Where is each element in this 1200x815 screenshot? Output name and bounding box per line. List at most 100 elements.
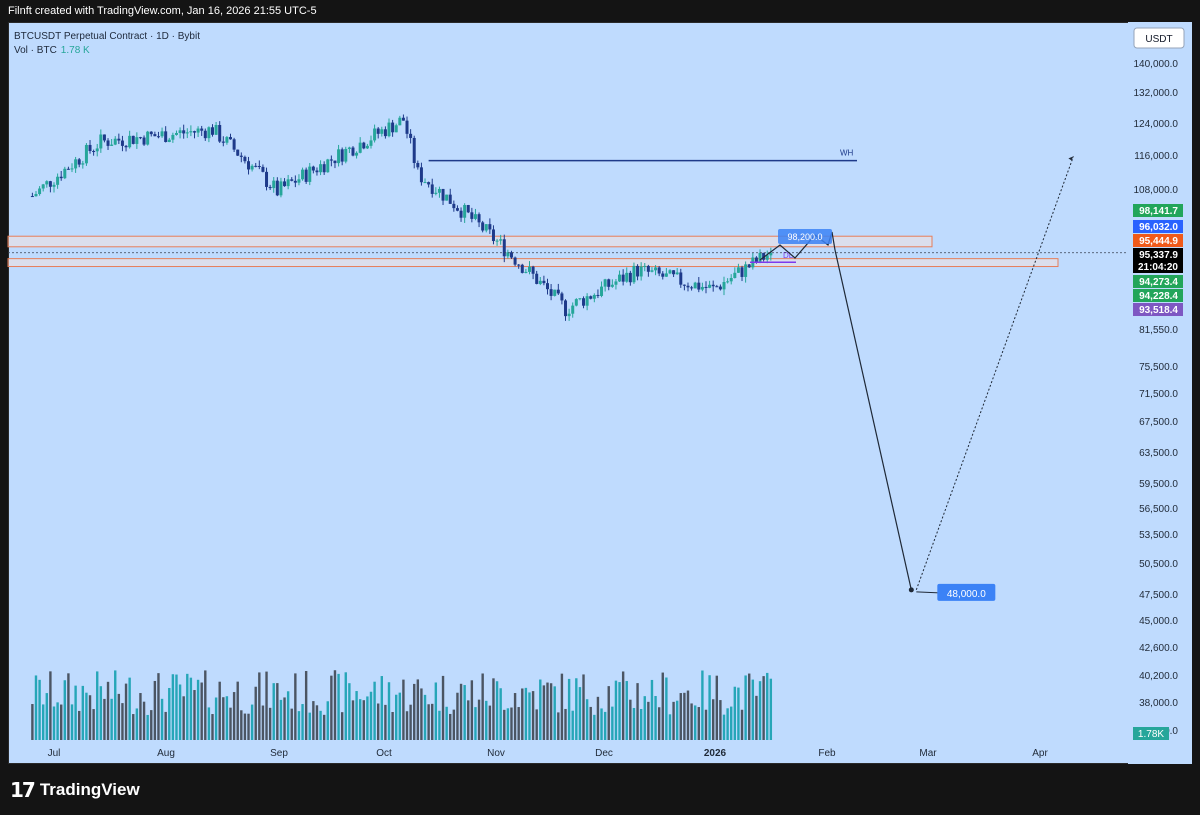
candle-body xyxy=(239,155,243,157)
candle-body xyxy=(128,135,132,148)
volume-bar xyxy=(78,710,81,740)
volume-bar xyxy=(456,692,459,740)
volume-bar xyxy=(351,700,355,740)
candle-body xyxy=(657,267,661,274)
projection-arrowhead xyxy=(1068,156,1074,161)
volume-bar xyxy=(337,673,340,740)
volume-legend-value: 1.78 K xyxy=(60,45,90,56)
volume-bar xyxy=(272,683,275,740)
candle-body xyxy=(203,130,207,139)
candle-body xyxy=(632,265,636,283)
volume-bar xyxy=(413,683,416,740)
candle-body xyxy=(171,134,175,140)
volume-bar xyxy=(333,670,337,740)
volume-bar xyxy=(683,692,686,740)
candle-body xyxy=(488,224,492,230)
candle-body xyxy=(369,140,373,146)
volume-bar xyxy=(402,679,405,740)
volume-bar xyxy=(449,713,452,740)
volume-bar xyxy=(575,678,578,740)
candle-body xyxy=(229,137,233,140)
volume-bar xyxy=(225,696,229,740)
candle-body xyxy=(333,160,337,164)
volume-bar xyxy=(380,676,383,740)
volume-bar xyxy=(312,701,315,740)
candle-body xyxy=(542,280,546,284)
volume-bar xyxy=(70,704,74,740)
volume-bar xyxy=(276,683,279,740)
volume-bar xyxy=(175,674,178,740)
candle-body xyxy=(455,208,459,211)
candle-body xyxy=(531,266,535,274)
volume-legend: Vol · BTC 1.78 K xyxy=(14,44,200,58)
candle-body xyxy=(509,252,513,258)
candle-body xyxy=(380,129,384,134)
volume-bar xyxy=(510,707,513,740)
candle-body xyxy=(265,171,269,187)
candle-body xyxy=(178,130,182,134)
volume-bar xyxy=(585,699,589,740)
candle-body xyxy=(329,159,333,161)
projection-recovery-line xyxy=(915,156,1074,591)
price-axis-tick: 67,500.0 xyxy=(1139,417,1178,428)
candle-body xyxy=(113,138,117,145)
volume-bar xyxy=(88,695,92,740)
volume-bar xyxy=(315,705,319,740)
volume-bar xyxy=(611,706,614,740)
volume-bar xyxy=(441,675,445,740)
candle-body xyxy=(693,282,697,289)
candle-body xyxy=(679,272,683,285)
candle-body xyxy=(603,279,607,287)
volume-bar xyxy=(139,693,142,740)
volume-bar xyxy=(117,693,121,740)
candle-body xyxy=(722,282,726,290)
price-axis-tick: 132,000.0 xyxy=(1134,88,1179,99)
volume-bar xyxy=(294,673,297,740)
candle-body xyxy=(564,300,568,317)
candle-body xyxy=(88,144,92,152)
dl-label: DL xyxy=(783,251,794,260)
volume-bar xyxy=(63,680,67,740)
volume-bar xyxy=(45,693,48,740)
candle-body xyxy=(636,265,640,277)
candle-body xyxy=(268,186,272,189)
candle-body xyxy=(261,166,265,172)
volume-bar xyxy=(470,680,474,740)
time-axis-tick: 2026 xyxy=(704,748,727,759)
volume-bar xyxy=(96,671,99,740)
volume-bar xyxy=(452,709,456,740)
candle-body xyxy=(628,272,632,283)
candle-body xyxy=(646,265,650,272)
candle-body xyxy=(322,164,326,173)
volume-bar xyxy=(557,712,560,740)
candle-body xyxy=(156,136,160,138)
candle-body xyxy=(700,286,704,290)
candle-body xyxy=(189,131,193,133)
price-axis-tick: 53,500.0 xyxy=(1139,530,1178,541)
price-axis-tick: 38,000.0 xyxy=(1139,698,1178,709)
candle-body xyxy=(614,281,618,285)
time-axis-tick: Apr xyxy=(1032,748,1048,759)
volume-bar xyxy=(387,682,391,740)
candle-body xyxy=(463,205,467,218)
volume-bar xyxy=(236,681,239,740)
volume-bar xyxy=(258,672,261,740)
candle-body xyxy=(38,188,42,195)
candle-body xyxy=(398,117,402,126)
candle-body xyxy=(81,163,85,165)
target-price-text: 48,000.0 xyxy=(947,589,986,600)
volume-bar xyxy=(344,672,347,740)
volume-bar xyxy=(567,678,571,740)
volume-bar xyxy=(737,687,740,740)
volume-bar xyxy=(495,681,499,740)
volume-bar xyxy=(636,683,639,740)
candle-body xyxy=(430,184,434,194)
volume-bar xyxy=(524,687,528,740)
candle-body xyxy=(675,272,679,275)
candle-body xyxy=(517,264,521,266)
volume-bar xyxy=(200,682,203,740)
candle-body xyxy=(52,184,56,187)
candle-body xyxy=(481,222,485,231)
tradingview-logo[interactable]: 17 TradingView xyxy=(10,778,140,802)
